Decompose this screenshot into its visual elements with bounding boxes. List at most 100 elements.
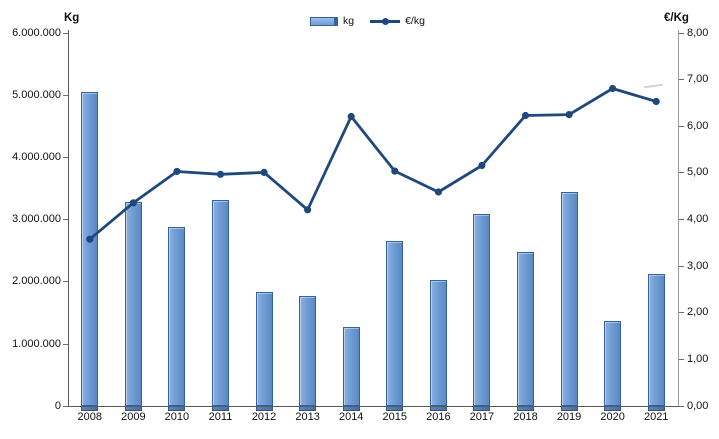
bar-pedestal: [386, 406, 404, 411]
bar-pedestal: [429, 406, 447, 411]
bar-pedestal: [168, 406, 186, 411]
price-line-marker: [565, 111, 573, 119]
price-line-marker: [216, 170, 225, 178]
bar-2009: [124, 202, 142, 406]
price-line-marker: [391, 167, 399, 175]
left-axis-tick-label: 6.000.000: [12, 26, 61, 39]
right-axis-tick: [679, 125, 684, 127]
bar-series-swatch-icon: [310, 16, 338, 26]
legend-item-price: €/kg: [370, 15, 425, 27]
line-series-swatch-icon: [370, 17, 401, 25]
price-line-marker: [609, 84, 617, 93]
left-axis-tick-label: 0: [54, 399, 61, 412]
price-line-marker: [434, 188, 442, 196]
left-axis-tick-label: 1.000.000: [12, 337, 61, 350]
bar-2018: [517, 252, 534, 406]
left-axis-title: Kg: [64, 12, 80, 24]
bar-2014: [342, 327, 360, 406]
right-axis-title: €/Kg: [664, 12, 689, 24]
x-axis-category-label: 2015: [382, 411, 408, 423]
x-axis-category-label: 2009: [121, 411, 146, 423]
right-axis-line: [678, 29, 679, 407]
bar-pedestal: [255, 406, 273, 411]
bar-pedestal: [212, 406, 229, 411]
right-axis-tick-label: 6,00: [687, 119, 709, 132]
bar-pedestal: [604, 406, 622, 411]
x-axis-category-label: 2011: [208, 411, 233, 423]
right-axis-tick: [679, 312, 684, 314]
bar-2021: [647, 274, 665, 406]
x-axis-category-label: 2016: [426, 411, 451, 423]
bar-pedestal: [647, 406, 665, 411]
bar-pedestal: [81, 406, 99, 411]
bar-2008: [81, 91, 99, 406]
x-axis-category-label: 2014: [338, 411, 364, 423]
right-axis-tick-label: 8,00: [687, 26, 709, 39]
left-axis-line: [68, 29, 69, 407]
legend-label-price: €/kg: [405, 15, 425, 27]
x-axis-category-label: 2008: [77, 411, 103, 423]
legend: kg €/kg: [310, 15, 425, 27]
bar-2016: [429, 280, 447, 406]
left-axis-tick: [63, 281, 68, 283]
left-axis-tick-label: 4.000.000: [12, 150, 61, 163]
right-axis-tick-label: 7,00: [687, 73, 709, 86]
bar-2012: [255, 292, 273, 406]
bar-2019: [560, 191, 578, 406]
right-axis-tick-label: 3,00: [687, 259, 709, 272]
price-line-marker: [173, 167, 181, 176]
right-axis-tick-label: 5,00: [687, 166, 709, 179]
left-axis-tick-label: 2.000.000: [12, 275, 61, 288]
left-axis-tick-label: 3.000.000: [12, 213, 61, 226]
render-artifact: [643, 83, 664, 89]
price-line-marker: [304, 206, 312, 214]
right-axis-tick-label: 1,00: [687, 353, 709, 366]
legend-item-kg: kg: [310, 15, 354, 27]
bar-2013: [299, 295, 317, 406]
bar-pedestal: [560, 406, 578, 411]
x-axis-category-label: 2019: [556, 411, 582, 423]
right-axis-tick-label: 4,00: [687, 213, 709, 226]
bar-2020: [604, 321, 622, 406]
x-axis-category-label: 2018: [513, 411, 538, 423]
left-axis-tick: [63, 32, 68, 34]
right-axis-tick: [679, 219, 684, 221]
right-axis-tick: [679, 79, 684, 81]
x-axis-category-label: 2013: [295, 411, 320, 423]
bar-pedestal: [124, 406, 142, 411]
right-axis-tick: [679, 265, 684, 267]
x-axis-category-label: 2020: [600, 411, 625, 423]
right-axis-tick: [679, 32, 684, 34]
bar-2015: [386, 240, 404, 406]
right-axis-tick: [679, 359, 684, 361]
bar-2010: [168, 226, 186, 406]
right-axis-tick: [679, 405, 684, 407]
right-axis-tick-label: 0,00: [687, 399, 709, 412]
left-axis-tick: [63, 94, 68, 96]
price-line-marker: [652, 97, 660, 106]
x-axis-category-label: 2010: [164, 411, 190, 423]
left-axis-tick: [63, 343, 68, 345]
bar-2011: [212, 199, 229, 406]
bar-pedestal: [473, 406, 491, 411]
bar-pedestal: [299, 406, 317, 411]
legend-label-kg: kg: [343, 15, 355, 27]
price-line-marker: [521, 111, 530, 120]
left-axis-tick-label: 5.000.000: [12, 88, 61, 101]
bar-pedestal: [342, 406, 360, 411]
x-axis-category-label: 2012: [251, 411, 277, 423]
x-axis-category-label: 2021: [643, 411, 669, 423]
x-axis-category-label: 2017: [469, 411, 495, 423]
left-axis-tick: [63, 405, 68, 407]
left-axis-tick: [63, 219, 68, 221]
right-axis-tick: [679, 172, 684, 174]
bar-2017: [473, 213, 491, 406]
price-line-marker: [260, 168, 268, 176]
bar-pedestal: [517, 406, 534, 411]
x-axis-line: [68, 405, 679, 407]
price-line-marker: [347, 112, 355, 121]
right-axis-tick-label: 2,00: [687, 306, 709, 319]
left-axis-tick: [63, 156, 68, 158]
price-line-marker: [478, 161, 486, 170]
